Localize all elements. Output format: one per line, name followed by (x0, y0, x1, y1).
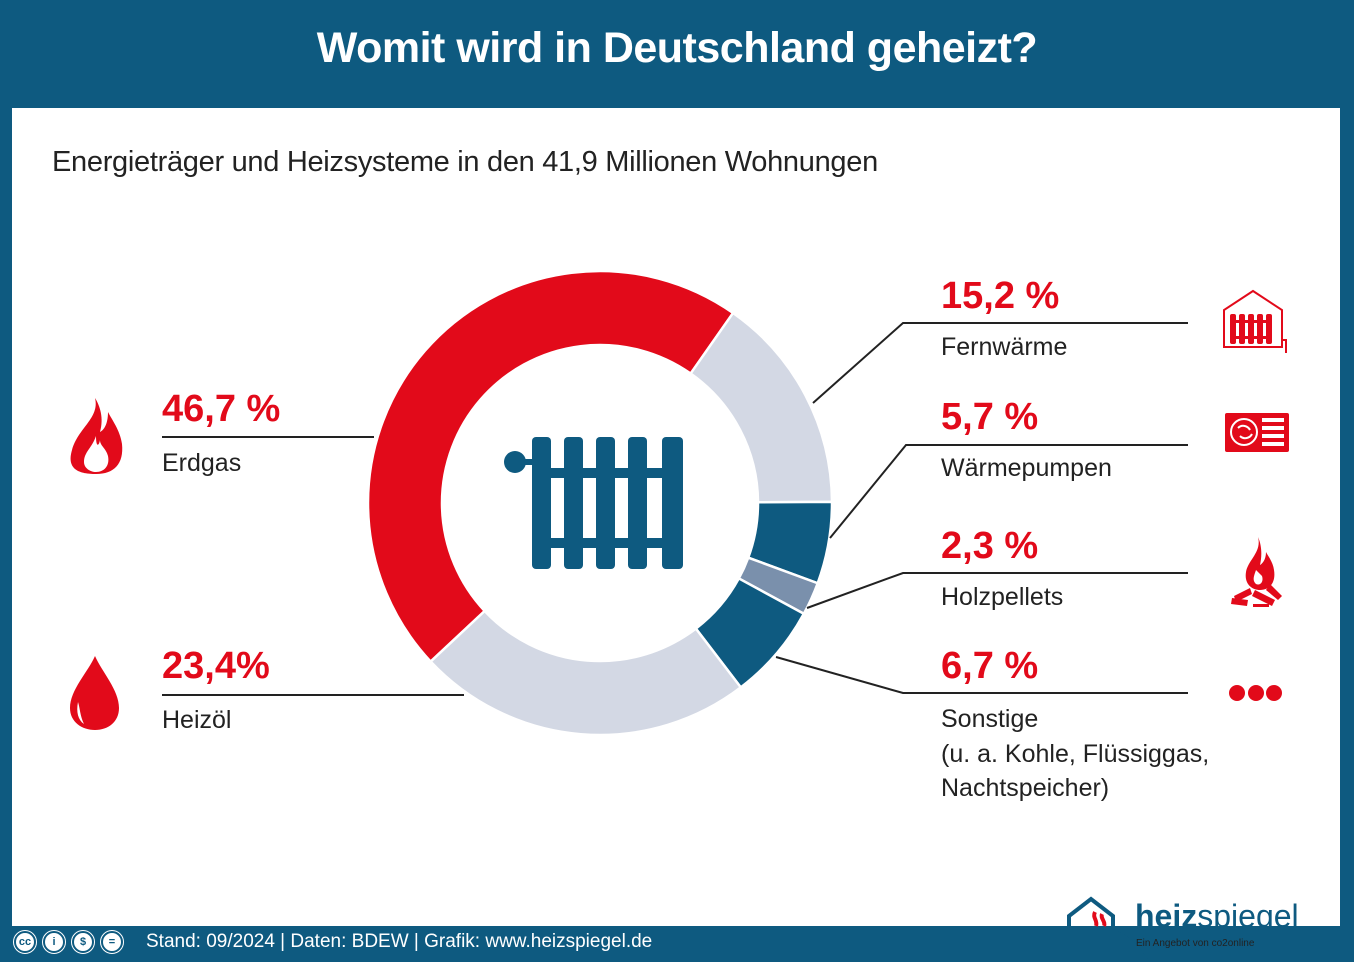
chart-subtitle: Energieträger und Heizsysteme in den 41,… (52, 146, 878, 178)
leader-line-sonstige (775, 656, 1188, 694)
pct-erdgas: 46,7 % (162, 388, 281, 430)
pct-sonstige: 6,7 % (941, 645, 1039, 687)
header-bar (0, 0, 1354, 108)
more-dots-icon (1229, 685, 1282, 701)
pct-fernwaerme: 15,2 % (941, 275, 1060, 317)
label-sonstige-detail-2: Nachtspeicher) (941, 774, 1110, 802)
logo-bold: heiz (1135, 898, 1198, 934)
label-waermepumpen: Wärmepumpen (941, 454, 1112, 482)
cc-nd-icon: = (100, 930, 124, 954)
page-title: Womit wird in Deutschland geheizt? (316, 24, 1038, 72)
label-heizoel: Heizöl (162, 706, 232, 734)
logo-light: spiegel (1197, 898, 1299, 934)
pct-heizoel: 23,4% (162, 645, 270, 687)
cc-by-icon: i (42, 930, 66, 954)
donut-slice-fernw-rme (688, 311, 834, 504)
label-erdgas: Erdgas (162, 449, 242, 477)
district-heating-house-icon (1223, 289, 1287, 353)
heizspiegel-logo[interactable]: heizspiegel (1135, 900, 1299, 932)
label-fernwaerme: Fernwärme (941, 333, 1068, 361)
cc-nc-icon: $ (71, 930, 95, 954)
cc-license-icon: cc (13, 930, 37, 954)
donut-slice-erdgas (366, 269, 735, 664)
flame-icon (70, 398, 123, 474)
radiator-icon (504, 437, 683, 569)
logo-tagline: Ein Angebot von co2online (1136, 938, 1255, 949)
leader-line-holzpellets (806, 572, 1188, 609)
heizspiegel-logo-icon (1067, 896, 1115, 944)
donut-slice-heiz-l (428, 609, 743, 737)
leader-line-fernwaerme (812, 322, 1188, 404)
heat-pump-icon (1225, 413, 1289, 452)
footer-credits: Stand: 09/2024 | Daten: BDEW | Grafik: w… (146, 931, 653, 952)
pct-holzpellets: 2,3 % (941, 525, 1039, 567)
oil-drop-icon (70, 656, 119, 730)
label-holzpellets: Holzpellets (941, 583, 1064, 611)
leader-line-waermepumpen (829, 444, 1188, 539)
label-sonstige-detail-1: (u. a. Kohle, Flüssiggas, (941, 740, 1210, 768)
pct-waermepumpen: 5,7 % (941, 396, 1039, 438)
label-sonstige: Sonstige (941, 705, 1039, 733)
wood-fire-icon (1231, 537, 1282, 607)
